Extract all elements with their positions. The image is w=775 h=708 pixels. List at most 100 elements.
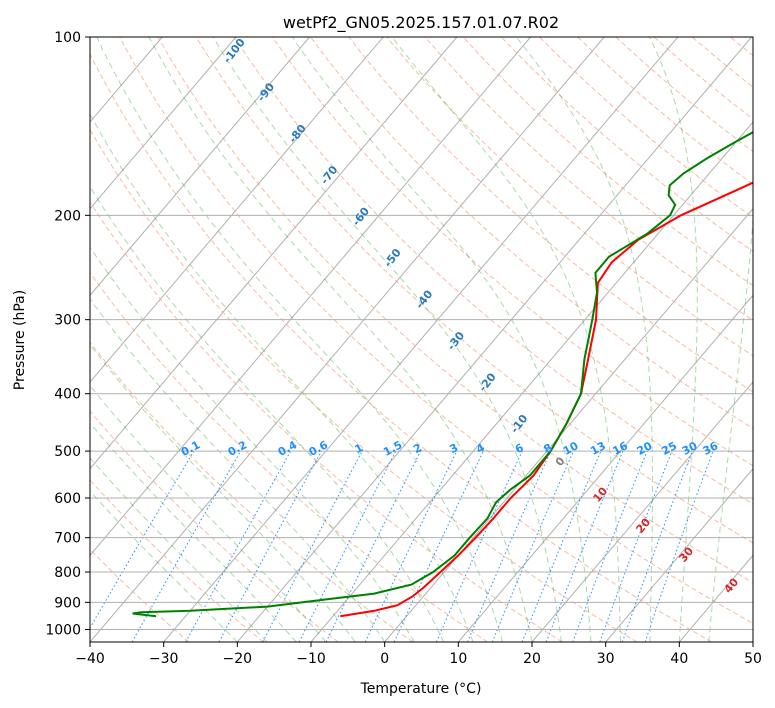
mixing-ratio-line <box>393 450 484 642</box>
mixing-ratio-label: 30 <box>680 439 700 458</box>
y-axis-label: Pressure (hPa) <box>12 290 28 390</box>
dry-adiabat-line <box>233 37 753 505</box>
x-tick-label: −20 <box>223 651 253 667</box>
mixing-ratio-line <box>491 450 574 642</box>
y-tick-label: 700 <box>54 531 81 547</box>
dry-adiabat-line <box>462 37 753 287</box>
x-axis-label: Temperature (°C) <box>360 681 482 697</box>
moist-adiabat-line <box>90 490 238 642</box>
x-tick-label: 40 <box>670 651 688 667</box>
mixing-ratio-label: 1.5 <box>381 438 404 459</box>
plot-frame <box>89 36 754 643</box>
isotherm-line <box>90 37 531 557</box>
dry-adiabat-line <box>348 37 753 393</box>
moist-adiabat-line <box>212 37 562 642</box>
y-axis: 100 200 300 400 500 600 700 800 900 1000 <box>45 30 90 638</box>
moist-adiabat-line <box>291 37 592 642</box>
mixing-ratio-label: 0.4 <box>276 438 300 459</box>
mixing-ratio-label: 0.6 <box>307 438 331 459</box>
mixing-ratio-line <box>218 450 322 642</box>
dry-adiabat-line <box>386 37 753 357</box>
dry-adiabat-label: -70 <box>318 163 341 187</box>
isotherm-line <box>90 37 458 470</box>
isotherm-line <box>457 294 753 642</box>
mixing-ratio-line <box>364 450 458 642</box>
isotherm-line <box>605 467 753 642</box>
mixing-ratio-line <box>325 450 422 642</box>
dry-adiabat-label: -10 <box>508 412 531 436</box>
profile-lines <box>132 131 753 618</box>
mixing-ratio-label: 20 <box>635 439 655 458</box>
dry-adiabat-label: -50 <box>381 246 404 270</box>
x-tick-label: −30 <box>149 651 179 667</box>
y-tick-label: 500 <box>54 444 81 460</box>
mixing-ratio-label: 13 <box>588 439 608 458</box>
moist-adiabat-line <box>708 213 753 642</box>
mixing-ratio-line <box>599 450 673 642</box>
y-tick-label: 1000 <box>45 622 81 638</box>
dry-adiabat-line <box>615 37 753 153</box>
isotherm-line <box>310 121 753 642</box>
temperature-profile-line <box>340 181 753 618</box>
dry-adiabat-line <box>271 37 753 467</box>
x-tick-label: −10 <box>296 651 326 667</box>
dry-adiabat-line <box>691 37 753 88</box>
mixing-ratio-label: 4 <box>474 441 487 456</box>
isotherm-line <box>384 207 753 642</box>
moist-adiabat-line <box>90 112 474 642</box>
mixing-ratio-label: 0.2 <box>226 438 249 459</box>
moist-adiabat-line <box>96 37 503 642</box>
y-tick-label: 800 <box>54 565 81 581</box>
isotherm-line <box>236 37 752 642</box>
dry-adiabat-label: -60 <box>350 205 373 229</box>
dry-adiabat-line <box>90 201 563 642</box>
isotherm-line <box>163 37 679 642</box>
dry-adiabat-label: -40 <box>413 287 436 311</box>
moist-adiabat-line <box>515 37 653 642</box>
x-tick-label: 30 <box>597 651 615 667</box>
mixing-ratio-label: 2 <box>411 441 424 456</box>
dry-adiabat-line <box>424 37 753 322</box>
dry-adiabat-line <box>768 37 775 642</box>
x-axis: −40 −30 −20 −10 0 10 20 30 40 50 <box>75 642 762 667</box>
moist-adiabat-line <box>90 298 386 642</box>
dry-adiabat-line <box>90 548 190 642</box>
mixing-ratio-line <box>621 450 693 642</box>
mixing-ratio-label: 0.1 <box>179 438 202 459</box>
dry-adiabat-line <box>90 128 638 642</box>
moist-adiabat-line <box>90 457 268 642</box>
y-tick-label: 600 <box>54 491 81 507</box>
mixing-ratio-label: 36 <box>701 439 721 458</box>
isotherm-line <box>90 37 237 210</box>
moist-adiabat-line <box>90 246 415 642</box>
x-tick-label: 50 <box>744 651 762 667</box>
mixing-ratio-label: 16 <box>610 439 630 458</box>
mixing-ratio-line <box>262 450 363 642</box>
x-tick-label: −40 <box>75 651 105 667</box>
dry-adiabat-line <box>539 37 753 219</box>
y-tick-label: 400 <box>54 387 81 403</box>
chart-title: wetPf2_GN05.2025.157.01.07.R02 <box>283 13 559 33</box>
dry-adiabat-label: -30 <box>445 329 468 353</box>
moist-adiabat-line <box>90 384 327 642</box>
y-tick-label: 900 <box>54 595 81 611</box>
moist-adiabat-line <box>649 37 698 642</box>
dry-adiabat-line <box>90 271 488 642</box>
dry-adiabat-line <box>195 37 753 544</box>
y-tick-label: 100 <box>54 30 81 46</box>
mixing-ratio-line <box>644 450 714 642</box>
mixing-ratio-line <box>545 450 624 642</box>
moist-adiabat-line <box>148 37 533 642</box>
isotherm-line <box>752 641 753 642</box>
moist-adiabat-line <box>90 422 297 642</box>
mixing-ratio-line <box>435 450 523 642</box>
mixing-ratio-line <box>521 450 602 642</box>
background-lines <box>90 37 775 642</box>
moist-adiabat-label: 10 <box>590 484 610 504</box>
mixing-ratio-label: 1 <box>353 441 366 456</box>
mixing-ratio-label: 6 <box>513 441 526 456</box>
dry-adiabat-label: -80 <box>286 122 309 146</box>
moist-adiabat-line <box>391 37 621 642</box>
mixing-ratio-label: 10 <box>561 439 581 458</box>
